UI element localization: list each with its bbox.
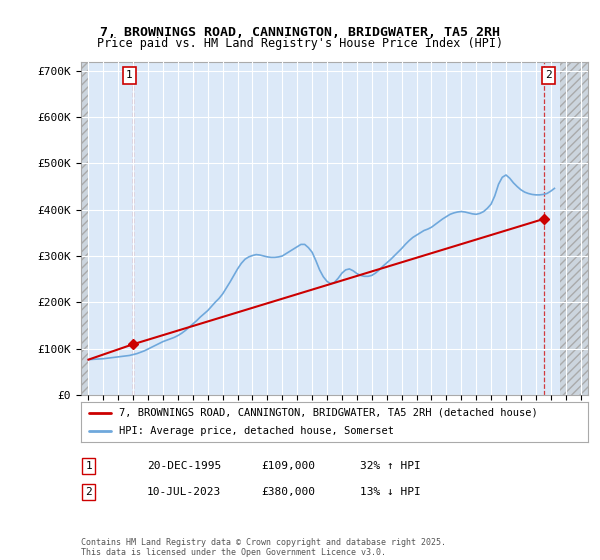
Text: 1: 1 — [125, 71, 133, 81]
Text: Contains HM Land Registry data © Crown copyright and database right 2025.
This d: Contains HM Land Registry data © Crown c… — [81, 538, 446, 557]
Text: 2: 2 — [85, 487, 92, 497]
Text: £109,000: £109,000 — [261, 461, 315, 471]
Text: 7, BROWNINGS ROAD, CANNINGTON, BRIDGWATER, TA5 2RH: 7, BROWNINGS ROAD, CANNINGTON, BRIDGWATE… — [100, 26, 500, 39]
Text: 10-JUL-2023: 10-JUL-2023 — [147, 487, 221, 497]
Bar — [560, 62, 588, 395]
Text: 13% ↓ HPI: 13% ↓ HPI — [360, 487, 421, 497]
Text: 2: 2 — [545, 71, 553, 81]
Text: 20-DEC-1995: 20-DEC-1995 — [147, 461, 221, 471]
Text: 32% ↑ HPI: 32% ↑ HPI — [360, 461, 421, 471]
Bar — [81, 62, 88, 395]
Text: HPI: Average price, detached house, Somerset: HPI: Average price, detached house, Some… — [119, 426, 394, 436]
Text: 1: 1 — [85, 461, 92, 471]
Text: Price paid vs. HM Land Registry's House Price Index (HPI): Price paid vs. HM Land Registry's House … — [97, 37, 503, 50]
Text: 7, BROWNINGS ROAD, CANNINGTON, BRIDGWATER, TA5 2RH (detached house): 7, BROWNINGS ROAD, CANNINGTON, BRIDGWATE… — [119, 408, 538, 418]
Text: £380,000: £380,000 — [261, 487, 315, 497]
